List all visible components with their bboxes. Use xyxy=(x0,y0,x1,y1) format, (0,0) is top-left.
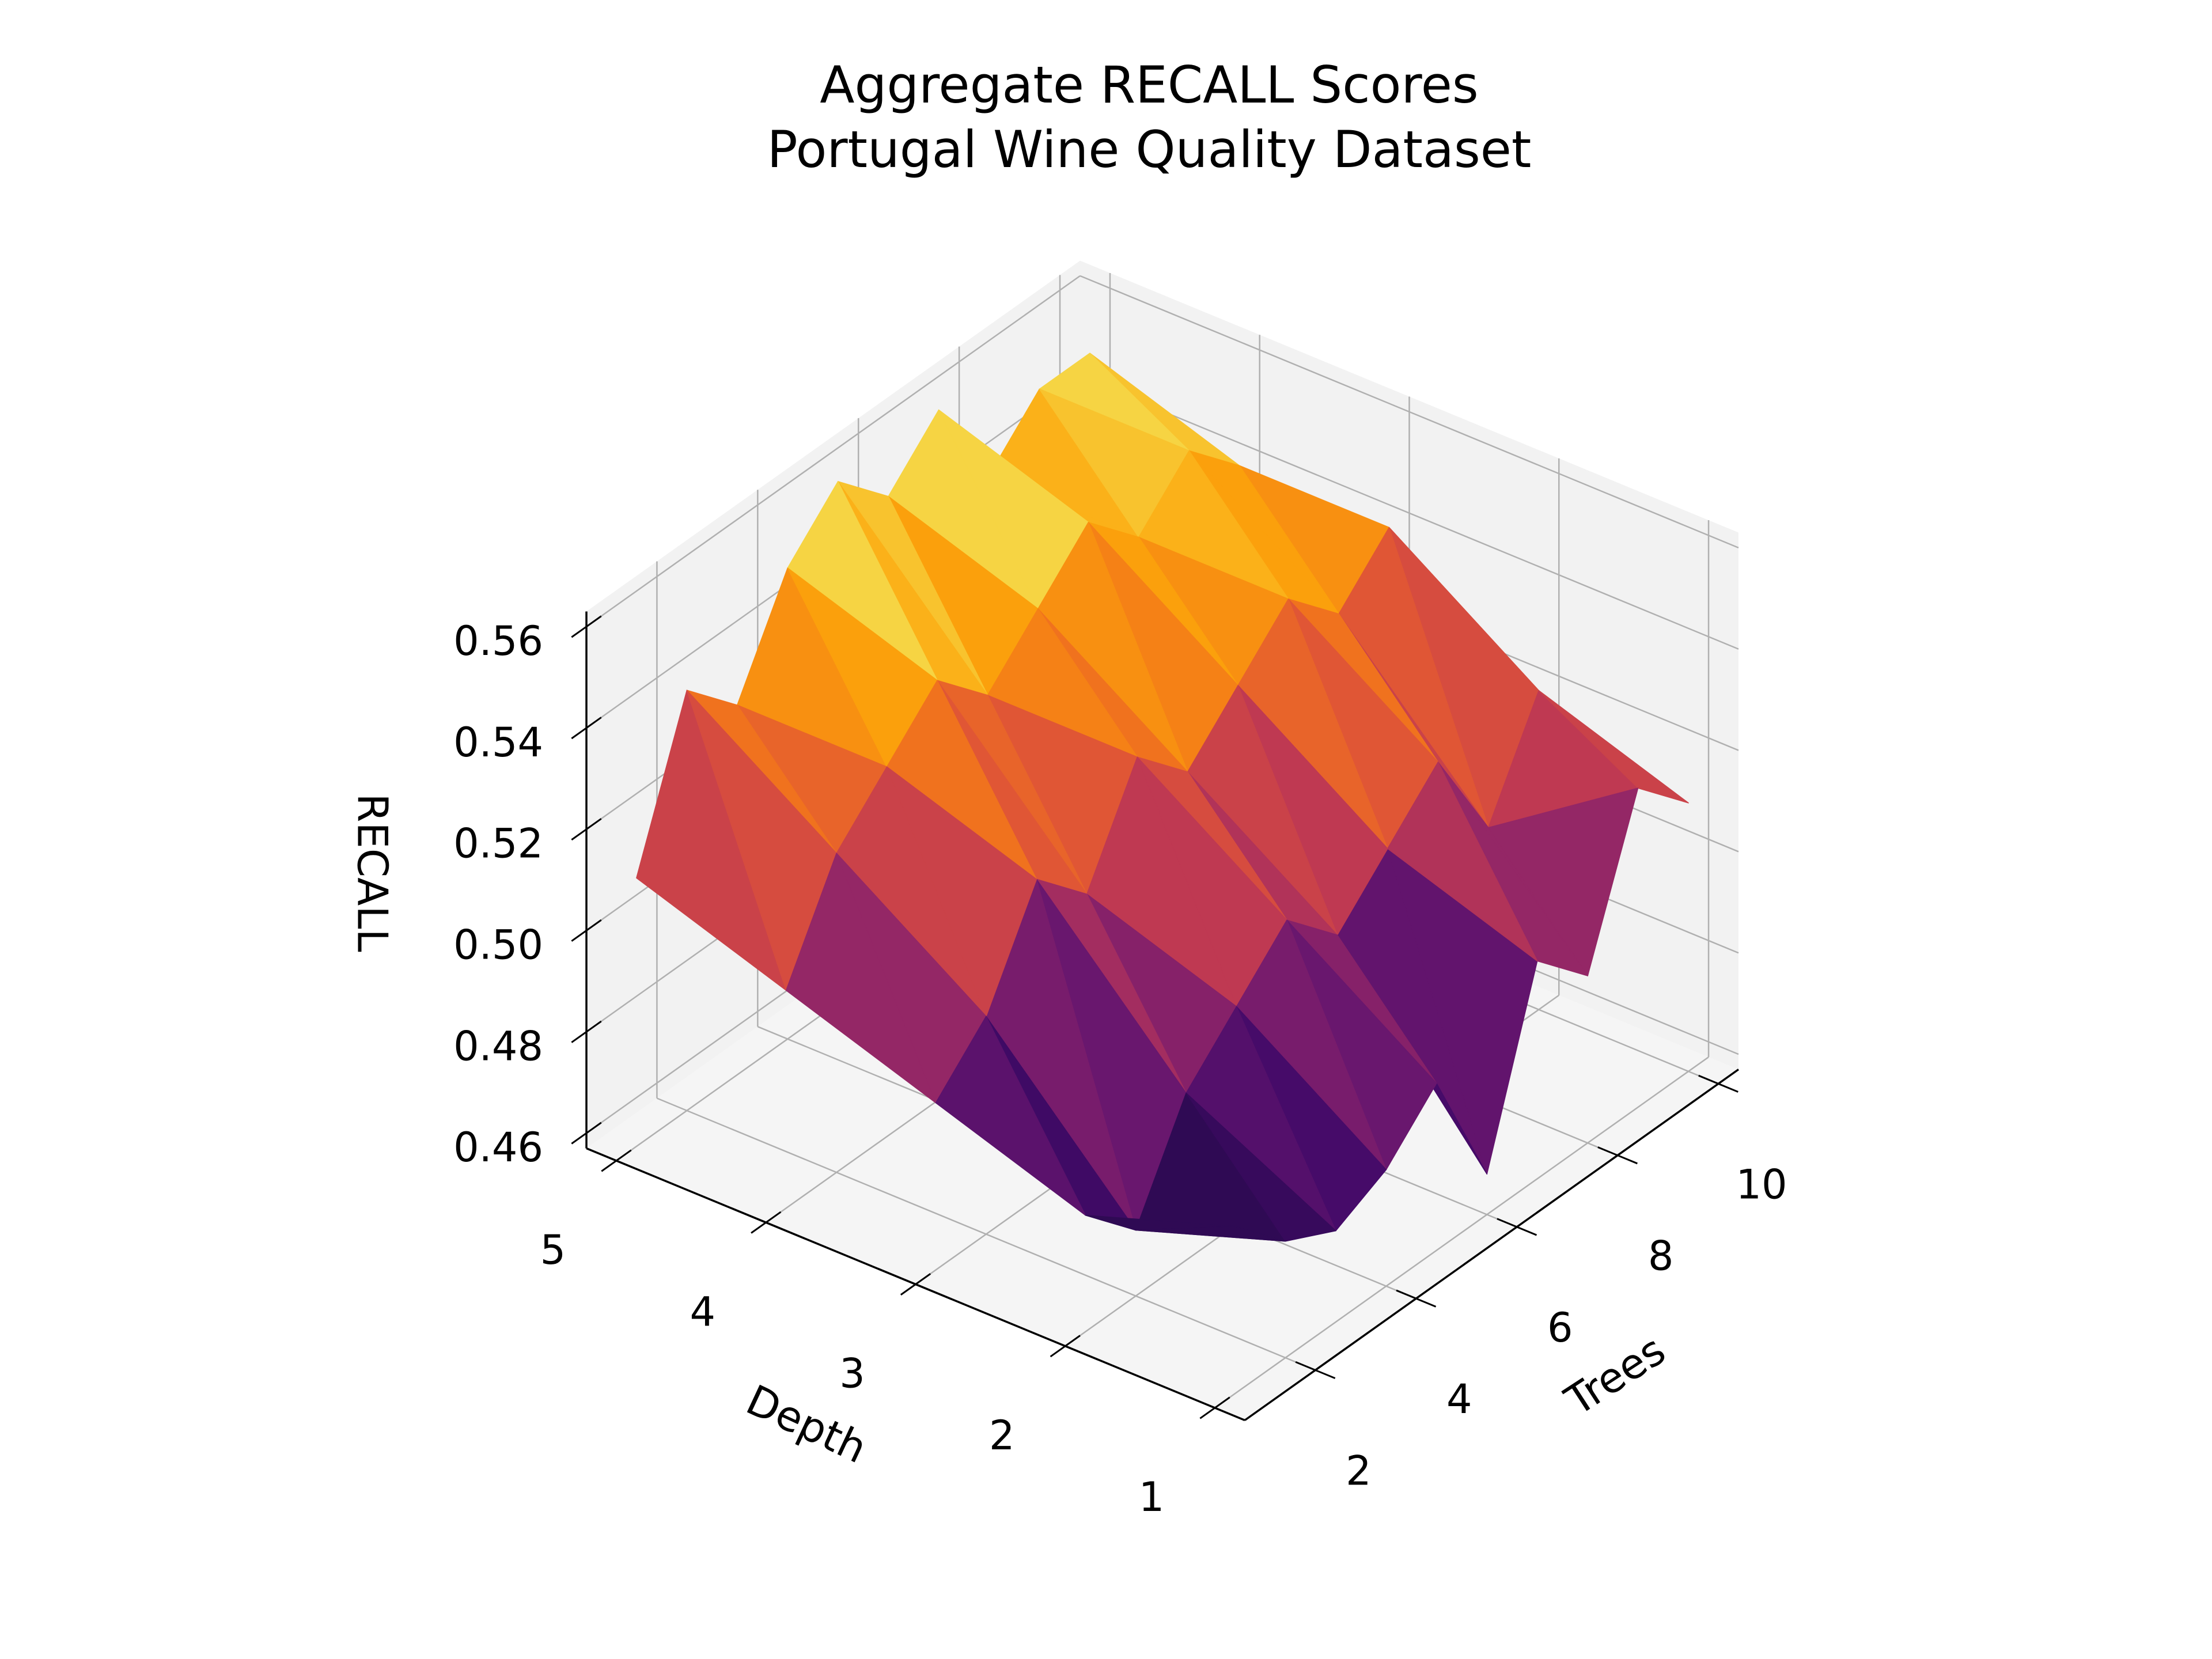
y-tick-label: 4 xyxy=(1446,1376,1472,1423)
grid-line xyxy=(586,275,1081,627)
grid-line xyxy=(1080,376,1739,650)
z-tick-label: 0.48 xyxy=(453,1022,543,1070)
surface-facet xyxy=(1185,1092,1336,1242)
surface-facet xyxy=(1538,690,1689,804)
chart-title: Aggregate RECALL Scores xyxy=(820,55,1478,115)
chart-subtitle: Portugal Wine Quality Dataset xyxy=(767,120,1532,179)
axis-line xyxy=(586,1147,1245,1422)
grid-line xyxy=(656,1097,1316,1371)
z-axis-label: RECALL xyxy=(348,793,396,952)
surface-facet xyxy=(1135,1226,1286,1242)
axes: 1 2 3 4 5 2 4 6 8 10 0.46 0.48 0.50 0.52 0.54 0.56 xyxy=(453,611,1787,1521)
surface-facet xyxy=(886,766,1037,1017)
x-tick-label: 2 xyxy=(989,1412,1015,1459)
surface xyxy=(636,353,1689,1242)
axis-line xyxy=(1244,1069,1740,1421)
y-tick-label: 8 xyxy=(1648,1233,1674,1280)
surface-facet xyxy=(1387,762,1538,962)
y-tick-label: 10 xyxy=(1736,1161,1787,1208)
x-tick-label: 1 xyxy=(1139,1474,1165,1521)
z-tick-label: 0.56 xyxy=(453,618,543,665)
surface-facet xyxy=(935,1016,1086,1216)
grid-line xyxy=(1080,275,1739,549)
z-tick-label: 0.54 xyxy=(453,719,543,766)
surface-facet xyxy=(1488,787,1639,976)
y-axis-label: Trees xyxy=(1556,1325,1674,1425)
y-tick-label: 2 xyxy=(1346,1448,1372,1495)
grid-line xyxy=(1214,1056,1709,1409)
z-tick-label: 0.46 xyxy=(453,1124,543,1171)
x-tick-label: 4 xyxy=(690,1288,715,1335)
x-tick-label: 5 xyxy=(540,1226,566,1274)
y-tick-label: 6 xyxy=(1547,1304,1573,1351)
z-tick-label: 0.50 xyxy=(453,921,543,968)
x-tick-label: 3 xyxy=(839,1350,865,1397)
z-tick-label: 0.52 xyxy=(453,820,543,868)
